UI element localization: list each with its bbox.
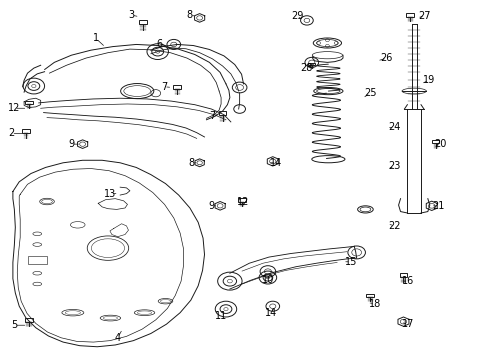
Text: 9: 9 — [68, 139, 74, 149]
Text: 25: 25 — [363, 88, 376, 98]
Text: 8: 8 — [186, 10, 193, 20]
Bar — [24, 318, 33, 322]
Text: 16: 16 — [402, 276, 414, 286]
Text: 8: 8 — [188, 158, 195, 168]
Text: 12: 12 — [8, 103, 20, 113]
Text: 9: 9 — [208, 201, 214, 211]
Text: 27: 27 — [418, 11, 430, 21]
Text: 28: 28 — [300, 63, 312, 73]
Bar — [399, 273, 407, 277]
Text: 12: 12 — [236, 197, 249, 207]
Bar — [27, 256, 47, 264]
Bar — [22, 129, 30, 133]
Bar — [218, 111, 226, 115]
Text: 11: 11 — [215, 311, 227, 321]
Bar — [431, 140, 438, 143]
Text: 21: 21 — [431, 201, 444, 211]
Text: 13: 13 — [104, 189, 116, 199]
Text: 20: 20 — [433, 139, 446, 149]
Bar — [139, 20, 147, 24]
Text: 19: 19 — [422, 75, 434, 85]
Bar — [308, 63, 315, 65]
Bar — [406, 13, 413, 17]
Bar — [25, 101, 33, 104]
Text: 2: 2 — [8, 129, 15, 138]
Text: 14: 14 — [269, 158, 282, 168]
Text: 29: 29 — [290, 11, 303, 21]
Text: 7: 7 — [161, 82, 167, 92]
Text: 14: 14 — [264, 309, 277, 318]
Text: 5: 5 — [11, 320, 18, 330]
Bar — [366, 294, 373, 297]
Text: 4: 4 — [114, 333, 121, 343]
Text: 26: 26 — [380, 53, 392, 63]
Text: 10: 10 — [261, 275, 273, 285]
Text: 22: 22 — [387, 221, 400, 231]
Text: 15: 15 — [344, 257, 356, 267]
Text: 23: 23 — [387, 161, 400, 171]
Bar — [173, 85, 181, 89]
Text: 6: 6 — [156, 39, 162, 49]
Text: 7: 7 — [209, 111, 216, 121]
Text: 18: 18 — [368, 299, 381, 309]
Text: 24: 24 — [387, 122, 400, 132]
Text: 1: 1 — [93, 33, 99, 43]
Text: 17: 17 — [401, 319, 414, 329]
Text: 3: 3 — [128, 10, 134, 20]
Bar — [238, 198, 245, 202]
